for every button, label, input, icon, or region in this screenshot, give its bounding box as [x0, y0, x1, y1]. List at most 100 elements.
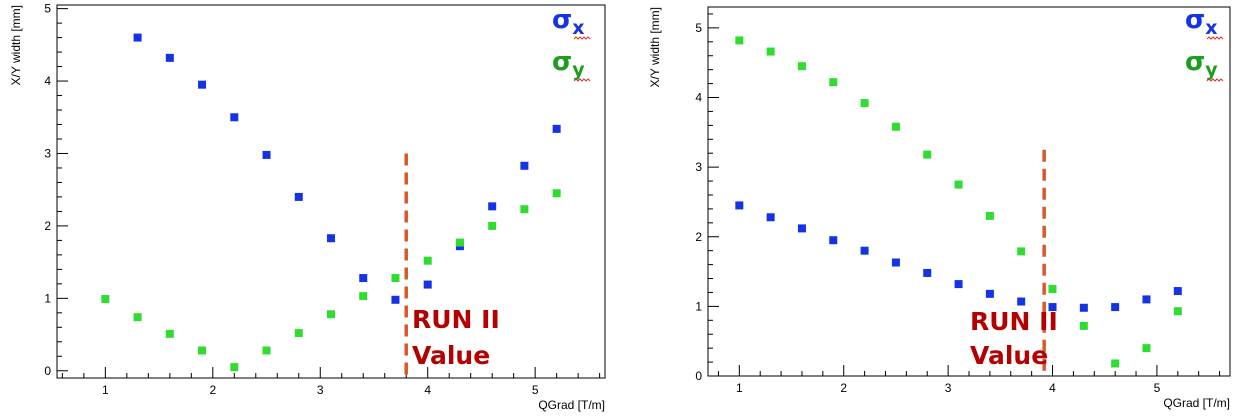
y-tick-label: 5 — [44, 2, 51, 16]
data-point-sigma-y — [262, 346, 271, 355]
data-point-sigma-y — [101, 295, 110, 304]
data-point-sigma-y — [165, 329, 174, 338]
data-point-sigma-x — [1142, 295, 1151, 304]
data-point-sigma-y — [766, 47, 775, 56]
data-point-sigma-x — [1111, 303, 1120, 312]
data-point-sigma-x — [262, 150, 271, 159]
x-tick-label: 2 — [840, 381, 847, 395]
legend-symbol: σ — [1185, 47, 1205, 77]
x-axis-label: QGrad [T/m] — [1163, 396, 1230, 410]
legend-symbol: σ — [552, 47, 572, 77]
legend-sigma-y: σy — [552, 47, 585, 81]
data-point-sigma-x — [133, 33, 142, 42]
y-tick-label: 3 — [44, 146, 51, 160]
data-point-sigma-x — [294, 192, 303, 201]
data-point-sigma-y — [230, 363, 239, 372]
data-point-sigma-y — [1142, 344, 1151, 353]
legend-squiggle — [573, 78, 591, 82]
y-tick-label: 2 — [695, 230, 702, 244]
data-point-sigma-x — [552, 124, 561, 133]
legend-sigma-y: σy — [1185, 47, 1218, 81]
data-point-sigma-x — [327, 234, 335, 243]
legend-squiggle — [1206, 78, 1224, 82]
data-point-sigma-y — [423, 256, 432, 265]
y-tick-label: 4 — [44, 74, 51, 88]
data-point-sigma-y — [829, 78, 838, 87]
data-point-sigma-x — [423, 280, 432, 289]
y-tick-label: 1 — [44, 291, 51, 305]
x-tick-label: 4 — [424, 383, 431, 397]
x-tick-label: 3 — [317, 383, 324, 397]
legend-symbol: σ — [1185, 5, 1205, 35]
annotation-line2: Value — [412, 341, 490, 370]
data-point-sigma-y — [1079, 321, 1088, 330]
data-point-sigma-y — [391, 274, 400, 283]
plot-frame — [56, 4, 606, 379]
data-point-sigma-y — [954, 180, 963, 189]
x-tick-label: 5 — [1154, 381, 1161, 395]
x-tick-label: 4 — [1049, 381, 1056, 395]
data-point-sigma-y — [1017, 247, 1026, 256]
data-point-sigma-x — [1079, 303, 1088, 312]
y-tick-label: 3 — [695, 160, 702, 174]
x-tick-label: 1 — [102, 383, 109, 397]
x-tick-label: 2 — [209, 383, 216, 397]
legend-sigma-x: σx — [1185, 5, 1218, 39]
legend-symbol: σ — [552, 5, 572, 35]
data-point-sigma-x — [923, 268, 932, 277]
legend-subscript: y — [572, 59, 585, 81]
y-tick-label: 5 — [695, 21, 702, 35]
data-point-sigma-y — [923, 150, 932, 159]
data-point-sigma-x — [891, 258, 900, 267]
data-point-sigma-y — [860, 99, 869, 108]
legend-squiggle — [1206, 36, 1224, 40]
annotation-line2: Value — [970, 341, 1048, 370]
legend-subscript: x — [1205, 17, 1217, 39]
data-point-sigma-y — [891, 122, 900, 131]
data-point-sigma-x — [1017, 297, 1026, 306]
data-point-sigma-x — [735, 201, 744, 210]
data-point-sigma-x — [797, 224, 806, 233]
data-point-sigma-x — [860, 246, 869, 255]
data-point-sigma-x — [488, 202, 497, 211]
data-point-sigma-y — [1173, 307, 1182, 316]
data-point-sigma-y — [985, 211, 994, 220]
y-tick-label: 0 — [695, 369, 702, 383]
annotation-line1: RUN II — [412, 305, 500, 334]
annotation-line1: RUN II — [970, 307, 1058, 336]
data-point-sigma-x — [954, 280, 963, 289]
data-point-sigma-y — [1111, 359, 1120, 368]
data-point-sigma-y — [797, 62, 806, 71]
y-tick-label: 4 — [695, 91, 702, 105]
data-point-sigma-y — [488, 221, 497, 230]
data-point-sigma-y — [735, 36, 744, 45]
y-axis-label: X/Y width [mm] — [648, 7, 662, 87]
data-point-sigma-x — [230, 113, 239, 122]
legend-squiggle — [573, 36, 591, 40]
data-point-sigma-x — [985, 289, 994, 298]
data-point-sigma-x — [1048, 303, 1057, 312]
data-point-sigma-x — [766, 213, 775, 222]
y-tick-label: 2 — [44, 219, 51, 233]
plot-frame — [707, 6, 1231, 377]
data-point-sigma-y — [455, 238, 464, 247]
y-tick-label: 0 — [44, 364, 51, 378]
data-point-sigma-x — [198, 80, 207, 89]
data-point-sigma-y — [198, 346, 207, 355]
data-point-sigma-y — [520, 205, 529, 214]
data-point-sigma-y — [133, 313, 142, 322]
x-axis-label: QGrad [T/m] — [538, 398, 605, 412]
data-point-sigma-x — [391, 295, 400, 304]
legend-subscript: x — [572, 17, 584, 39]
x-tick-label: 3 — [945, 381, 952, 395]
data-point-sigma-y — [294, 329, 303, 338]
data-point-sigma-y — [327, 310, 335, 319]
y-axis-label: X/Y width [mm] — [9, 5, 23, 85]
data-point-sigma-y — [359, 292, 368, 301]
x-tick-label: 5 — [532, 383, 539, 397]
data-point-sigma-x — [165, 53, 174, 62]
